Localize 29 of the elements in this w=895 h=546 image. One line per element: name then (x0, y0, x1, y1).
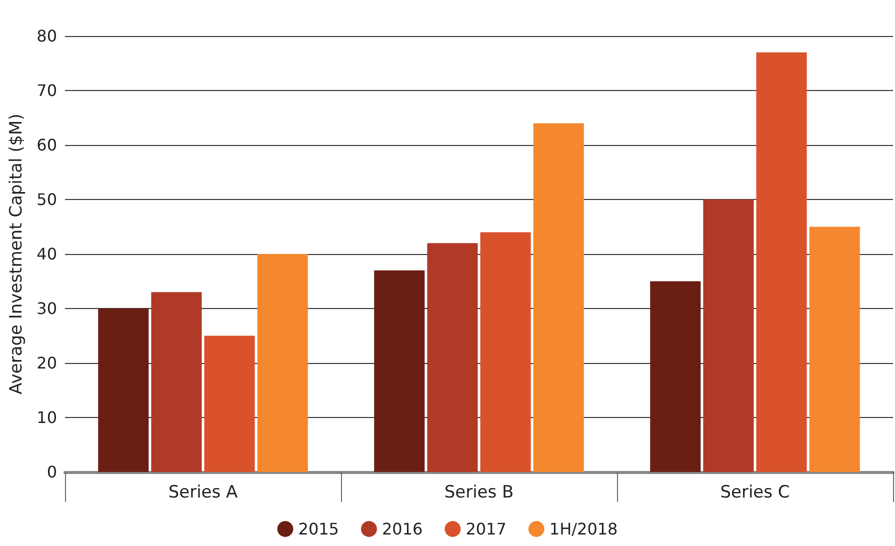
bar (533, 123, 584, 472)
y-tick-label: 50 (36, 190, 57, 209)
legend-label: 2017 (466, 520, 506, 538)
x-tick-label: Series C (720, 482, 790, 502)
bar (98, 308, 149, 472)
y-tick-label: 40 (36, 244, 57, 264)
y-tick-label: 70 (36, 81, 57, 100)
y-tick-label: 80 (36, 26, 57, 46)
y-tick-label: 10 (36, 408, 57, 427)
bar (480, 232, 531, 472)
bar (257, 254, 308, 472)
bar (703, 200, 754, 472)
y-tick-label: 0 (46, 462, 57, 482)
y-axis-title: Average Investment Capital ($M) (6, 114, 26, 394)
bar (650, 281, 701, 472)
legend-label: 2016 (382, 520, 423, 538)
bar (204, 336, 255, 472)
bar (374, 270, 425, 472)
bar (151, 292, 202, 472)
bar (427, 243, 478, 472)
x-tick-label: Series A (168, 482, 238, 502)
x-tick-label: Series B (444, 482, 514, 502)
y-tick-label: 30 (36, 299, 57, 318)
y-tick-label: 20 (36, 354, 57, 372)
y-tick-label: 60 (36, 136, 57, 154)
bar (809, 226, 860, 472)
legend-label: 2015 (298, 520, 339, 538)
bar (756, 52, 807, 472)
legend-label: 1H/2018 (549, 520, 618, 538)
